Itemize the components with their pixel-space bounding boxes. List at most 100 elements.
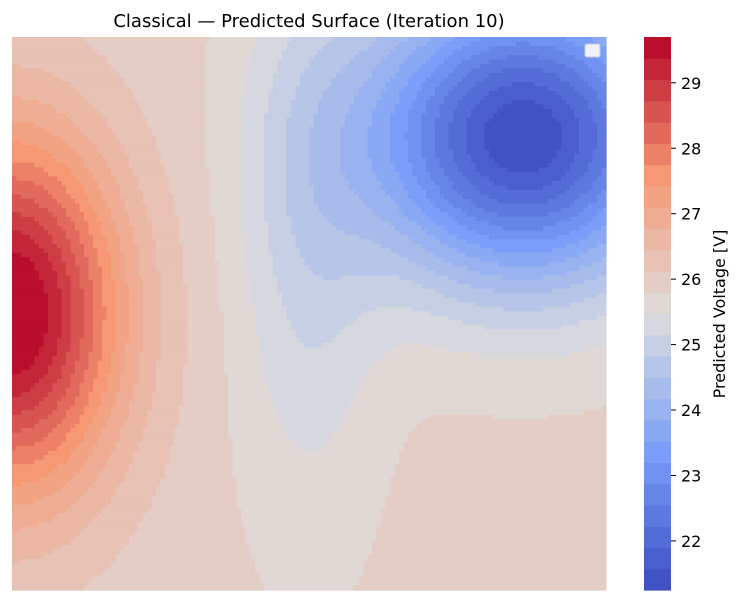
heatmap-cell [367, 198, 373, 204]
heatmap-cell [156, 72, 162, 79]
heatmap-cell [511, 59, 517, 65]
heatmap-cell [277, 95, 283, 101]
heatmap-cell [376, 135, 382, 142]
heatmap-cell [583, 194, 589, 200]
heatmap-cell [178, 41, 184, 47]
heatmap-cell [601, 176, 607, 182]
heatmap-cell [156, 180, 162, 186]
heatmap-cell [70, 72, 76, 79]
heatmap-cell [358, 113, 364, 119]
heatmap-cell [534, 68, 540, 74]
heatmap-cell [349, 162, 355, 168]
heatmap-cell [318, 50, 324, 56]
heatmap-cell [79, 167, 85, 173]
heatmap-cell [34, 135, 40, 142]
heatmap-cell [102, 104, 108, 110]
heatmap-cell [84, 122, 90, 128]
heatmap-cell [142, 131, 148, 137]
heatmap-cell [61, 113, 67, 119]
heatmap-cell [138, 135, 144, 142]
heatmap-cell [597, 108, 603, 115]
heatmap-cell [268, 50, 274, 56]
heatmap-cell [507, 171, 513, 177]
heatmap-cell [493, 104, 499, 110]
heatmap-cell [322, 194, 328, 200]
heatmap-cell [66, 68, 72, 74]
heatmap-cell [552, 81, 558, 88]
heatmap-cell [241, 41, 247, 47]
heatmap-cell [93, 63, 99, 70]
heatmap-cell [403, 117, 409, 124]
heatmap-cell [385, 162, 391, 168]
heatmap-cell [187, 126, 193, 133]
heatmap-cell [579, 68, 585, 74]
heatmap-cell [588, 140, 594, 146]
heatmap-cell [138, 68, 144, 74]
heatmap-cell [408, 131, 414, 137]
heatmap-cell [178, 122, 184, 128]
heatmap-cell [403, 99, 409, 106]
heatmap-cell [588, 37, 594, 43]
heatmap-cell [570, 171, 576, 177]
heatmap-cell [34, 77, 40, 83]
heatmap-cell [223, 90, 229, 97]
heatmap-cell [430, 131, 436, 137]
heatmap-cell [322, 189, 328, 195]
heatmap-cell [205, 144, 211, 150]
heatmap-cell [66, 194, 72, 200]
heatmap-cell [16, 167, 22, 173]
heatmap-cell [363, 185, 369, 191]
heatmap-cell [381, 104, 387, 110]
heatmap-cell [322, 63, 328, 70]
heatmap-cell [237, 171, 243, 177]
heatmap-cell [300, 86, 306, 92]
heatmap-cell [601, 198, 607, 204]
heatmap-cell [480, 171, 486, 177]
heatmap-cell [475, 45, 481, 52]
heatmap-cell [52, 180, 58, 186]
heatmap-cell [570, 185, 576, 191]
heatmap-cell [439, 203, 445, 209]
heatmap-cell [160, 144, 166, 150]
heatmap-cell [61, 86, 67, 92]
heatmap-cell [129, 149, 135, 155]
heatmap-cell [435, 108, 441, 115]
heatmap-cell [237, 162, 243, 168]
heatmap-cell [43, 54, 49, 61]
heatmap-cell [187, 113, 193, 119]
heatmap-cell [511, 41, 517, 47]
heatmap-cell [322, 95, 328, 101]
heatmap-cell [439, 72, 445, 79]
heatmap-cell [394, 68, 400, 74]
heatmap-cell [291, 113, 297, 119]
heatmap-cell [489, 95, 495, 101]
heatmap-cell [403, 104, 409, 110]
heatmap-cell [453, 90, 459, 97]
heatmap-cell [93, 180, 99, 186]
heatmap-cell [574, 50, 580, 56]
heatmap-cell [538, 104, 544, 110]
heatmap-cell [124, 131, 130, 137]
heatmap-cell [493, 135, 499, 142]
heatmap-cell [313, 81, 319, 88]
heatmap-cell [484, 194, 490, 200]
heatmap-cell [273, 54, 279, 61]
heatmap-cell [444, 45, 450, 52]
heatmap-cell [66, 104, 72, 110]
heatmap-cell [84, 153, 90, 159]
heatmap-cell [340, 144, 346, 150]
heatmap-cell [273, 68, 279, 74]
heatmap-cell [61, 171, 67, 177]
heatmap-cell [214, 86, 220, 92]
heatmap-cell [399, 167, 405, 173]
heatmap-cell [160, 63, 166, 70]
heatmap-cell [241, 37, 247, 43]
heatmap-cell [295, 126, 301, 133]
heatmap-cell [34, 59, 40, 65]
heatmap-cell [93, 90, 99, 97]
heatmap-cell [219, 81, 225, 88]
heatmap-cell [421, 37, 427, 43]
heatmap-cell [286, 86, 292, 92]
heatmap-cell [345, 176, 351, 182]
